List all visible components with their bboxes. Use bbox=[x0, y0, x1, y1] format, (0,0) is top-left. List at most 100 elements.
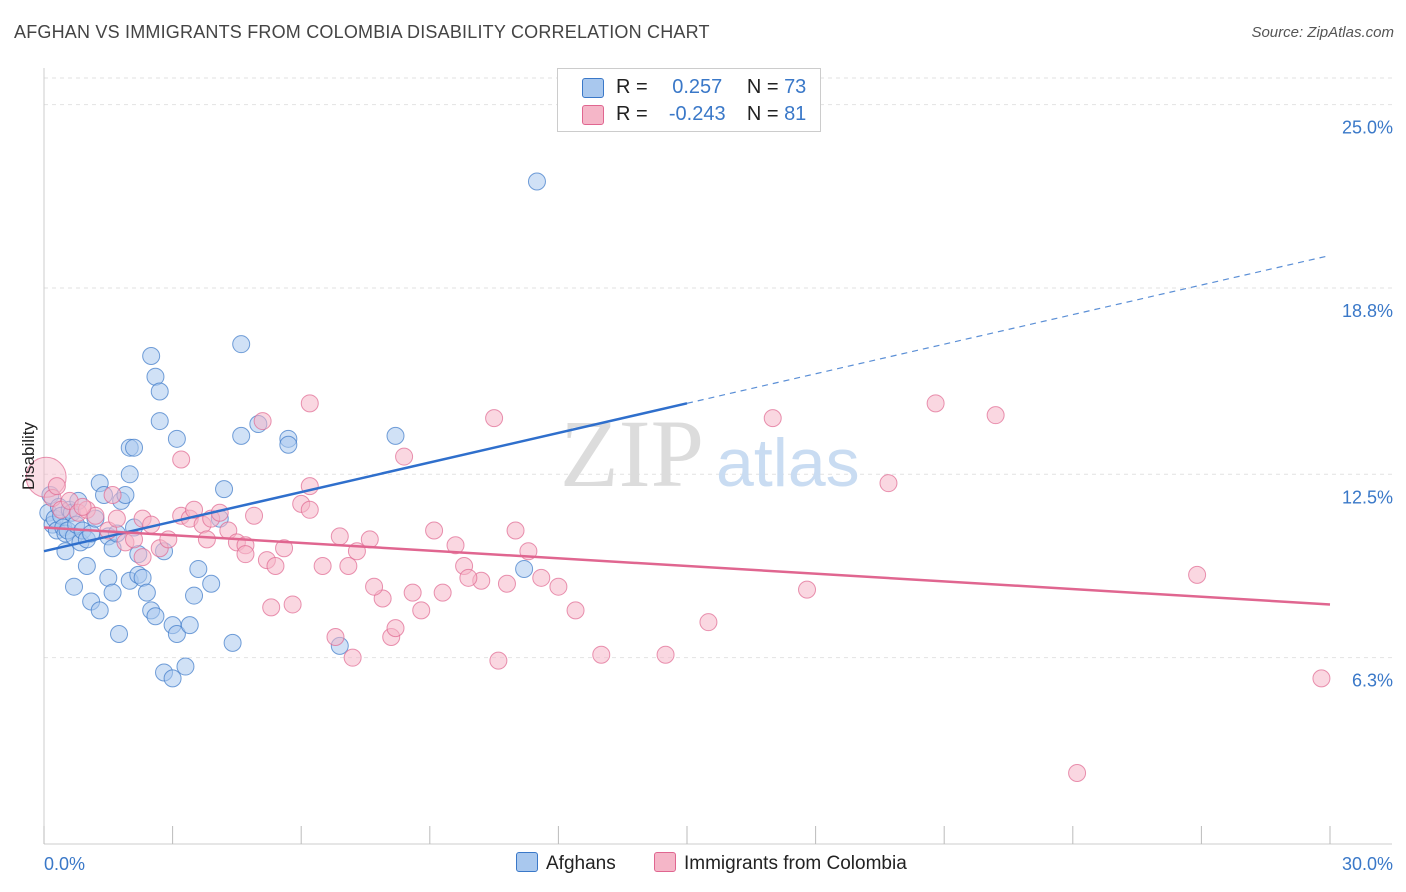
r-value: 0.257 bbox=[672, 76, 723, 98]
colombia-point bbox=[656, 645, 675, 664]
bottom-legend-colombia: Immigrants from Colombia bbox=[654, 852, 907, 875]
afghan-point bbox=[163, 669, 182, 688]
afghan-point bbox=[167, 625, 186, 644]
colombia-point bbox=[986, 406, 1005, 425]
legend-text-afghans: R = 0.257 N = 73 bbox=[616, 76, 806, 99]
colombia-point bbox=[262, 598, 281, 617]
n-value: 73 bbox=[784, 76, 807, 98]
colombia-point bbox=[1068, 764, 1087, 783]
afghan-point bbox=[180, 616, 199, 635]
afghan-point bbox=[150, 412, 169, 431]
watermark-zip: ZIP bbox=[560, 400, 704, 507]
afghan-point bbox=[515, 559, 534, 578]
colombia-point bbox=[926, 394, 945, 413]
colombia-point bbox=[300, 500, 319, 519]
colombia-point bbox=[425, 521, 444, 540]
afghan-point bbox=[176, 657, 195, 676]
colombia-point bbox=[489, 651, 508, 670]
colombia-point bbox=[395, 447, 414, 466]
afghan-point bbox=[137, 583, 156, 602]
afghan-point bbox=[279, 435, 298, 454]
afghan-point bbox=[232, 426, 251, 445]
colombia-point bbox=[763, 409, 782, 428]
afghan-point bbox=[215, 480, 234, 499]
afghan-point bbox=[90, 601, 109, 620]
colombia-point bbox=[485, 409, 504, 428]
r-value: -0.243 bbox=[668, 103, 726, 125]
afghan-point bbox=[150, 382, 169, 401]
afghan-point bbox=[120, 465, 139, 484]
afghan-point bbox=[103, 583, 122, 602]
bottom-legend-afghans: Afghans bbox=[516, 852, 616, 875]
colombia-point bbox=[412, 601, 431, 620]
n-label: N = bbox=[746, 76, 785, 98]
legend-text-colombia: R = -0.243 N = 81 bbox=[616, 103, 806, 126]
colombia-point bbox=[197, 530, 216, 549]
correlation-legend: R = 0.257 N = 73 R = -0.243 N = 81 bbox=[557, 68, 821, 132]
x-tick-label: 0.0% bbox=[44, 854, 85, 874]
bottom-swatch-colombia bbox=[654, 852, 676, 872]
r-label: R = bbox=[616, 103, 654, 125]
colombia-point bbox=[107, 509, 126, 528]
colombia-point bbox=[1188, 565, 1207, 584]
colombia-point bbox=[73, 497, 92, 516]
trend-lines bbox=[43, 254, 1331, 606]
colombia-point bbox=[386, 619, 405, 638]
afghan-trend-line bbox=[43, 402, 688, 553]
bottom-label-afghans: Afghans bbox=[546, 853, 616, 874]
colombia-point bbox=[253, 412, 272, 431]
colombia-point bbox=[245, 506, 264, 525]
colombia-point bbox=[300, 394, 319, 413]
colombia-point bbox=[313, 556, 332, 575]
r-label: R = bbox=[616, 76, 654, 98]
colombia-point bbox=[275, 539, 294, 558]
afghan-point bbox=[167, 429, 186, 448]
afghan-point bbox=[110, 625, 129, 644]
afghan-point bbox=[77, 556, 96, 575]
colombia-point bbox=[103, 486, 122, 505]
afghan-point bbox=[527, 172, 546, 191]
bottom-label-colombia: Immigrants from Colombia bbox=[684, 853, 907, 874]
afghan-point bbox=[142, 347, 161, 366]
colombia-point bbox=[360, 530, 379, 549]
colombia-point bbox=[506, 521, 525, 540]
colombia-point bbox=[266, 556, 285, 575]
afghan-point bbox=[125, 438, 144, 457]
colombia-point bbox=[433, 583, 452, 602]
y-tick-label: 12.5% bbox=[1342, 487, 1393, 507]
colombia-point bbox=[879, 474, 898, 493]
source-note: Source: ZipAtlas.com bbox=[1251, 24, 1394, 41]
colombia-trend-line bbox=[43, 526, 1331, 606]
colombia-point bbox=[459, 568, 478, 587]
legend-swatch-colombia bbox=[582, 105, 604, 125]
colombia-point bbox=[330, 527, 349, 546]
colombia-point bbox=[798, 580, 817, 599]
colombia-point bbox=[566, 601, 585, 620]
afghan-point bbox=[185, 586, 204, 605]
afghan-point bbox=[202, 574, 221, 593]
colombia-point bbox=[283, 595, 302, 614]
afghan-point bbox=[223, 633, 242, 652]
legend-swatch-afghans bbox=[582, 78, 604, 98]
afghan-point bbox=[386, 426, 405, 445]
afghan-point bbox=[65, 577, 84, 596]
x-tick-label: 30.0% bbox=[1342, 854, 1393, 874]
colombia-point bbox=[699, 613, 718, 632]
afghan-point bbox=[232, 335, 251, 354]
colombia-point bbox=[532, 568, 551, 587]
y-tick-label: 25.0% bbox=[1342, 118, 1393, 138]
colombia-point bbox=[47, 477, 66, 496]
y-tick-label: 6.3% bbox=[1352, 671, 1393, 691]
colombia-point bbox=[1312, 669, 1331, 688]
colombia-point bbox=[592, 645, 611, 664]
colombia-point bbox=[365, 577, 384, 596]
colombia-point bbox=[172, 450, 191, 469]
colombia-point bbox=[497, 574, 516, 593]
colombia-point bbox=[133, 548, 152, 567]
colombia-point bbox=[339, 556, 358, 575]
watermark-atlas: atlas bbox=[716, 425, 860, 501]
colombia-point bbox=[446, 536, 465, 555]
colombia-point bbox=[185, 500, 204, 519]
n-label: N = bbox=[746, 103, 785, 125]
